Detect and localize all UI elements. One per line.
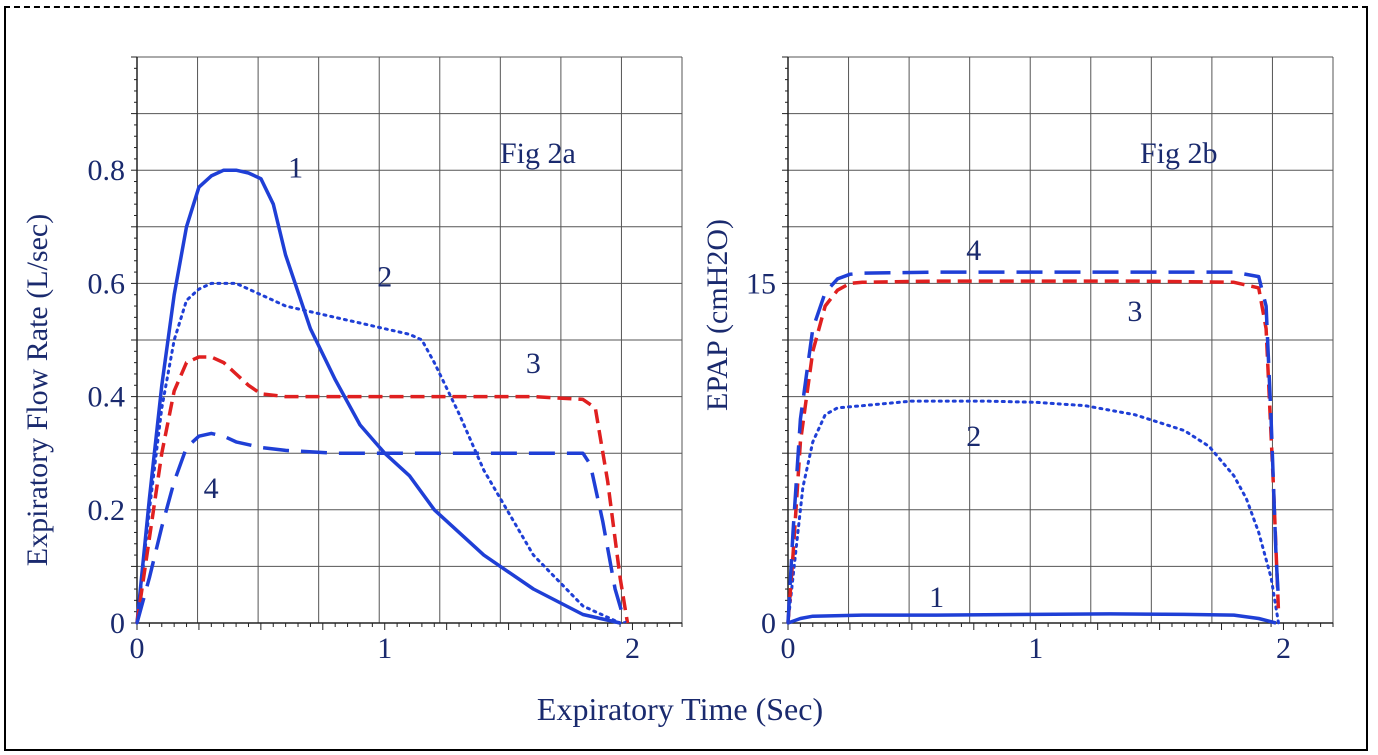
- title-fig-2b: Fig 2b: [1140, 137, 1218, 170]
- curve-label-4: 4: [204, 472, 219, 505]
- xlabel-shared: Expiratory Time (Sec): [537, 691, 823, 727]
- panel-fig-2b: 0 1 2 0 15 1 2 3 4: [746, 56, 1334, 665]
- series-line-4: [135, 431, 627, 624]
- x-tick-label: 2: [1276, 632, 1291, 665]
- series-line-2: [786, 399, 1280, 625]
- x-tick-label: 2: [625, 632, 640, 665]
- curve-label-3: 3: [526, 347, 541, 380]
- x-tick-label: 0: [781, 632, 796, 665]
- series-line-1: [787, 612, 1277, 625]
- y-tick-label: 0.6: [88, 267, 126, 300]
- panel-fig-2a: 0 1 2 0 0.2 0.4 0.6 0.8 1 2 3 4: [88, 56, 683, 665]
- curve-label-1: 1: [288, 152, 303, 185]
- series-line-1: [135, 168, 621, 625]
- y-tick-label: 15: [746, 267, 776, 300]
- ylabel-fig-2b: EPAP (cmH2O): [701, 219, 734, 411]
- figure-frame: [4, 6, 1368, 751]
- series-line-3: [786, 279, 1281, 624]
- series-line-2: [135, 281, 622, 625]
- curve-label-1: 1: [929, 581, 944, 614]
- y-tick-label: 0: [761, 607, 776, 640]
- y-tick-label: 0.8: [88, 154, 126, 187]
- curve-label-3: 3: [1127, 295, 1142, 328]
- y-tick-label: 0: [110, 607, 125, 640]
- curve-label-2: 2: [377, 261, 392, 294]
- series-line-3: [135, 355, 630, 624]
- x-tick-label: 1: [377, 632, 392, 665]
- title-fig-2a: Fig 2a: [500, 137, 576, 170]
- curve-label-2: 2: [966, 420, 981, 453]
- x-tick-label: 1: [1028, 632, 1043, 665]
- x-tick-label: 0: [130, 632, 145, 665]
- y-tick-label: 0.2: [88, 494, 126, 527]
- series-line-4: [786, 270, 1281, 624]
- curve-label-4: 4: [966, 234, 981, 267]
- ylabel-fig-2a: Expiratory Flow Rate (L/sec): [21, 214, 54, 566]
- y-tick-label: 0.4: [88, 381, 126, 414]
